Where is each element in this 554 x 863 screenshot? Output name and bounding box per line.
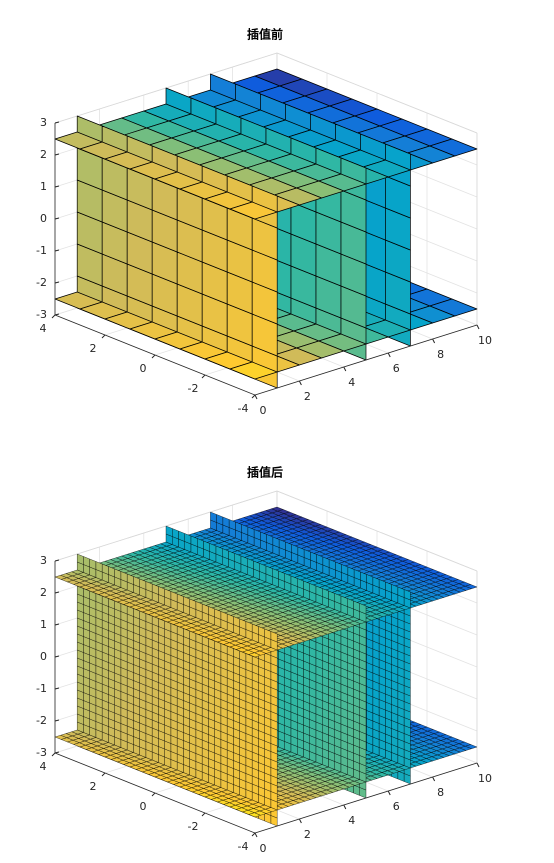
x-tick [343,366,347,372]
x-tick-label: 4 [348,376,355,389]
x-tick-label: 10 [478,334,492,347]
slices [54,506,478,827]
z-tick [54,153,60,156]
y-tick [201,374,206,379]
y-tick-label: -4 [238,402,249,415]
y-tick [51,314,56,319]
x-tick [432,338,436,344]
x-tick-label: 0 [260,404,267,417]
z-tick-label: -3 [36,308,47,321]
z-tick-label: 2 [40,148,47,161]
z-tick [54,121,60,124]
y-tick-label: 0 [140,362,147,375]
slice-cell [229,201,278,220]
x-tick-label: 2 [304,390,311,403]
z-tick [54,281,60,284]
x-tick [298,380,302,386]
y-tick-label: 4 [40,322,47,335]
z-tick [54,249,60,252]
y-tick [151,354,156,359]
y-tick [101,334,106,339]
axis-line [254,324,478,396]
x-tick [387,352,391,358]
y-tick-label: 2 [90,342,97,355]
z-tick-label: -1 [36,244,47,257]
box-edge [276,490,478,572]
slice-cell [229,361,278,380]
chart-title: 插值后 [247,465,283,480]
y-tick [251,394,256,399]
x-tick-label: 8 [437,348,444,361]
z-tick-label: 0 [40,212,47,225]
slices [54,68,478,389]
x-tick-label: 6 [393,362,400,375]
z-tick-label: 1 [40,180,47,193]
y-tick-label: -2 [188,382,199,395]
box-edge [276,52,478,134]
z-tick [54,185,60,188]
x-tick [254,394,258,400]
z-tick-label: -2 [36,276,47,289]
z-tick [54,313,60,316]
z-tick-label: 3 [40,116,47,129]
x-tick [476,324,480,330]
chart-title: 插值前 [247,27,283,42]
z-tick [54,217,60,220]
